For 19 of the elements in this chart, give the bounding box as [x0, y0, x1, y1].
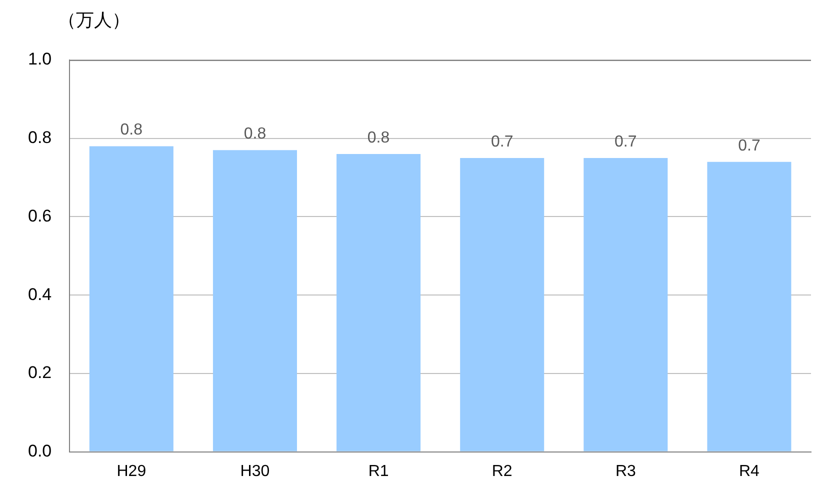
- y-axis-title: （万人）: [58, 10, 130, 30]
- x-tick-label: R1: [368, 462, 389, 480]
- y-tick-label: 0.0: [28, 441, 52, 460]
- x-tick-label: R4: [738, 462, 760, 480]
- y-tick-label: 0.2: [28, 363, 52, 382]
- y-tick-label: 0.6: [28, 206, 52, 226]
- x-tick-label: H30: [240, 462, 270, 480]
- y-tick-label: 0.4: [28, 284, 52, 304]
- data-label: 0.7: [738, 137, 760, 154]
- x-tick-label: R2: [492, 462, 512, 480]
- x-tick-label: R3: [615, 462, 636, 480]
- data-label: 0.8: [367, 129, 390, 146]
- y-tick-label: 0.8: [28, 128, 52, 148]
- data-label: 0.8: [244, 126, 266, 143]
- data-label: 0.8: [120, 122, 143, 139]
- data-label: 0.7: [614, 133, 637, 150]
- y-tick-label: 1.0: [28, 50, 52, 69]
- data-label: 0.7: [490, 133, 514, 150]
- x-tick-label: H29: [116, 462, 146, 480]
